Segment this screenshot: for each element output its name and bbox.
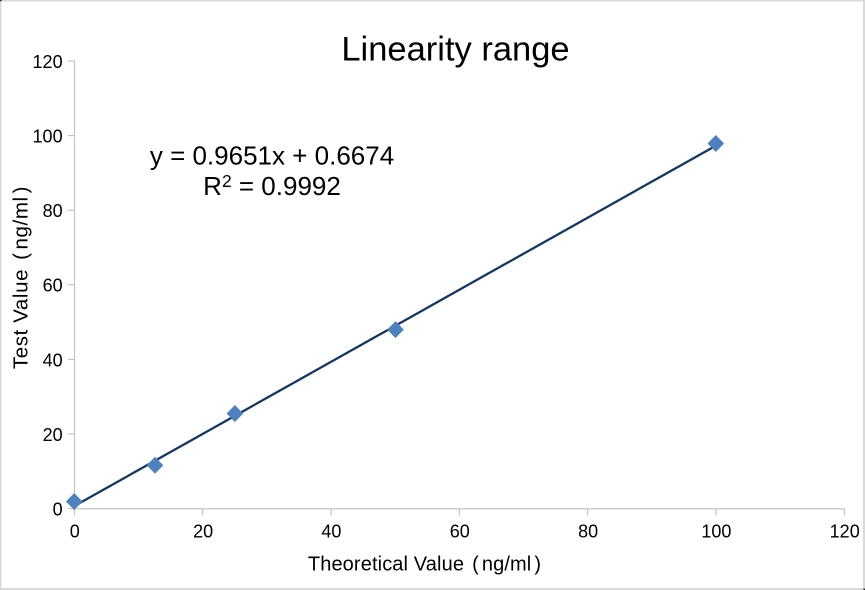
svg-text:20: 20 [193, 522, 213, 542]
svg-text:100: 100 [33, 127, 63, 147]
svg-text:80: 80 [578, 522, 598, 542]
svg-text:80: 80 [43, 201, 63, 221]
svg-text:Theoretical Value(ng/ml): Theoretical Value(ng/ml) [308, 554, 541, 576]
svg-text:Linearity range: Linearity range [341, 31, 569, 69]
svg-text:40: 40 [321, 522, 341, 542]
svg-text:40: 40 [43, 350, 63, 370]
svg-text:120: 120 [830, 522, 860, 542]
svg-text:60: 60 [450, 522, 470, 542]
svg-text:0: 0 [53, 500, 63, 520]
svg-text:y = 0.9651x + 0.6674: y = 0.9651x + 0.6674 [150, 141, 394, 171]
svg-text:60: 60 [43, 276, 63, 296]
svg-text:20: 20 [43, 425, 63, 445]
svg-text:Test Value(ng/ml): Test Value(ng/ml) [10, 186, 33, 369]
svg-text:0: 0 [70, 522, 80, 542]
svg-text:100: 100 [701, 522, 731, 542]
svg-text:120: 120 [33, 52, 63, 72]
